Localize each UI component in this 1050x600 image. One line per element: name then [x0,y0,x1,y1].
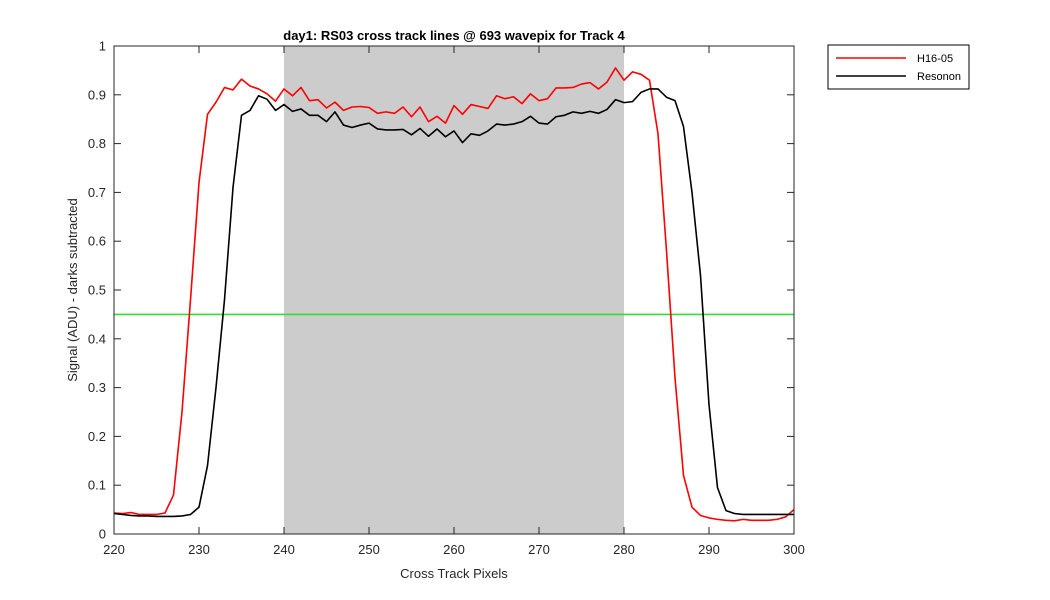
y-tick-label: 0.8 [88,136,106,151]
legend: H16-05 Resonon [827,44,970,90]
y-tick-label: 0.3 [88,380,106,395]
legend-label-resonon: Resonon [917,71,961,83]
x-tick-label: 300 [783,542,805,557]
x-axis-label: Cross Track Pixels [400,566,508,581]
y-axis-label: Signal (ADU) - darks subtracted [65,198,80,382]
legend-box [827,44,970,90]
y-tick-label: 0.2 [88,429,106,444]
legend-label-h16-05: H16-05 [917,53,953,65]
chart-title: day1: RS03 cross track lines @ 693 wavep… [283,28,625,43]
x-tick-label: 270 [528,542,550,557]
y-tick-label: 1 [99,39,106,54]
x-tick-label: 220 [103,542,125,557]
y-tick-label: 0.7 [88,185,106,200]
x-tick-label: 250 [358,542,380,557]
y-tick-label: 0.5 [88,283,106,298]
x-tick-label: 280 [613,542,635,557]
y-tick-label: 0.9 [88,87,106,102]
y-tick-label: 0.6 [88,234,106,249]
plot-area: 220 230 240 250 260 270 280 290 300 0 0.1 0.2 0.3 0.4… [88,39,805,558]
x-tick-label: 240 [273,542,295,557]
y-tick-label: 0.1 [88,478,106,493]
x-tick-label: 290 [698,542,720,557]
y-tick-label: 0 [99,527,106,542]
x-tick-label: 260 [443,542,465,557]
series-line-resonon [113,88,794,518]
y-tick-label: 0.4 [88,331,106,346]
series-line-h16-05 [113,67,795,522]
x-tick-label: 230 [188,542,210,557]
shaded-region [284,46,624,534]
